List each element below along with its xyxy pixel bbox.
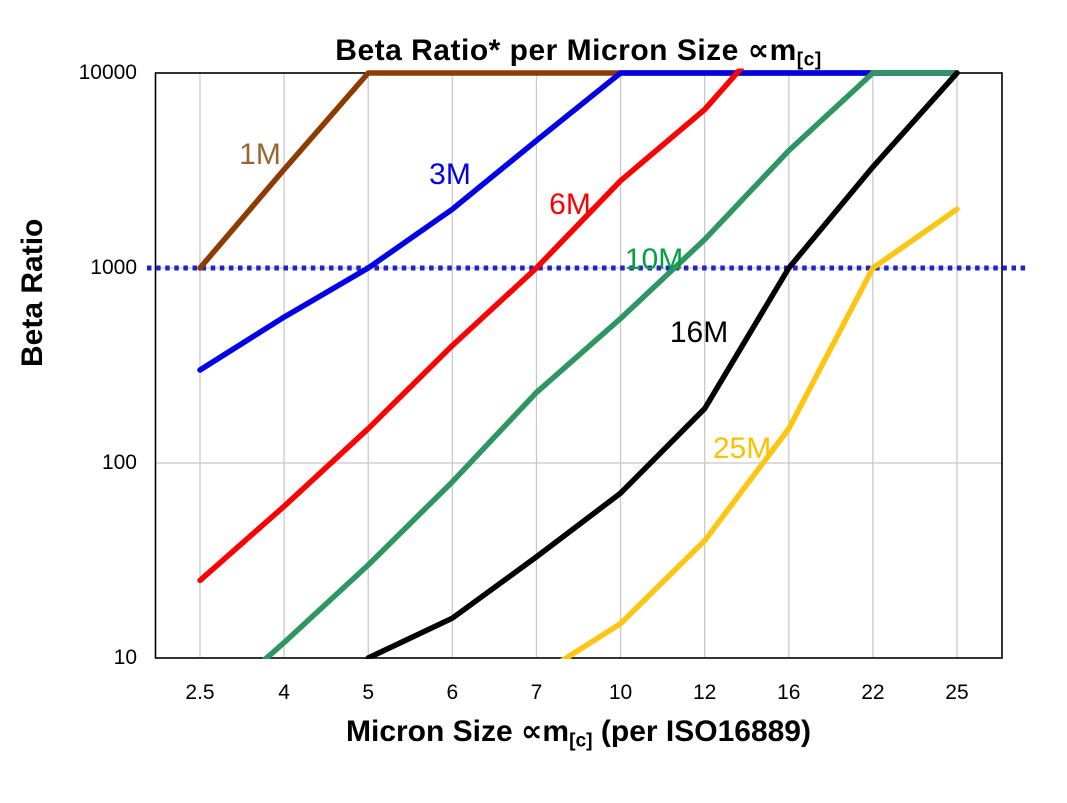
x-tick-label-4: 4 bbox=[278, 681, 290, 704]
chart-title-subscript: [c] bbox=[796, 49, 822, 71]
series-label-3M: 3M bbox=[429, 158, 471, 191]
chart-title-text: Beta Ratio* per Micron Size bbox=[335, 34, 748, 67]
series-lines bbox=[197, 68, 960, 659]
x-tick-label-5: 5 bbox=[362, 681, 375, 704]
series-label-10M: 10M bbox=[624, 243, 684, 276]
y-tick-label-100: 100 bbox=[101, 451, 137, 474]
y-tick-label-10000: 10000 bbox=[78, 61, 137, 84]
series-label-25M: 25M bbox=[712, 432, 772, 465]
x-tick-label-16: 16 bbox=[777, 681, 801, 704]
x-axis-title-subscript: [c] bbox=[569, 730, 593, 752]
series-label-1M: 1M bbox=[239, 138, 281, 171]
x-axis-title-suffix: (per ISO16889) bbox=[592, 715, 811, 748]
x-tick-label-6: 6 bbox=[446, 681, 459, 704]
chart-title: Beta Ratio* per Micron Size ∝m[c] bbox=[155, 33, 1002, 71]
y-tick-label-10: 10 bbox=[113, 646, 137, 669]
x-axis-title: Micron Size ∝m[c] (per ISO16889) bbox=[155, 714, 1002, 752]
y-tick-label-1000: 1000 bbox=[90, 256, 137, 279]
series-line-6M bbox=[197, 68, 745, 584]
series-label-16M: 16M bbox=[669, 316, 729, 349]
series-line-25M bbox=[559, 206, 960, 659]
x-tick-label-22: 22 bbox=[861, 681, 885, 704]
x-axis-title-text: Micron Size bbox=[346, 715, 522, 748]
series-line-16M bbox=[365, 70, 960, 659]
x-tick-label-10: 10 bbox=[608, 681, 633, 704]
series-line-3M bbox=[197, 70, 960, 373]
chart-title-prop-symbol: ∝m bbox=[747, 34, 797, 67]
x-tick-label-7: 7 bbox=[530, 681, 543, 704]
series-line-10M bbox=[261, 70, 960, 659]
series-label-6M: 6M bbox=[549, 188, 591, 221]
x-axis-title-prop-symbol: ∝m bbox=[521, 715, 570, 748]
x-tick-label-12: 12 bbox=[692, 681, 717, 704]
x-tick-label-2.5: 2.5 bbox=[185, 681, 215, 704]
x-tick-label-25: 25 bbox=[945, 681, 969, 704]
